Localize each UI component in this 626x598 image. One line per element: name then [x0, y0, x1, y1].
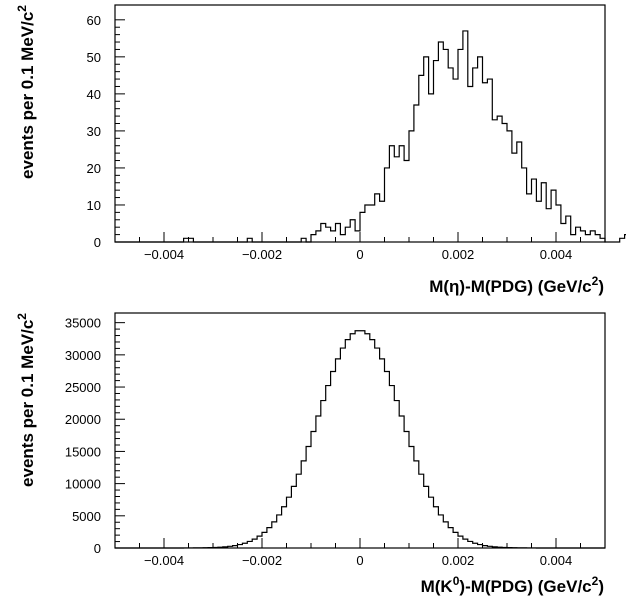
y-tick-label: 30 — [87, 124, 101, 139]
y-tick-label: 15000 — [65, 444, 101, 459]
tick-marks — [114, 322, 606, 549]
x-tick-label: −0.002 — [242, 247, 282, 262]
y-tick-label: 5000 — [72, 509, 101, 524]
y-tick-label: 30000 — [65, 348, 101, 363]
y-tick-label: 10000 — [65, 477, 101, 492]
y-tick-label: 10 — [87, 198, 101, 213]
plot-frame — [114, 4, 606, 243]
y-tick-label: 25000 — [65, 380, 101, 395]
y-tick-label: 60 — [87, 13, 101, 28]
y-axis-title: events per 0.1 MeV/c2 — [15, 5, 37, 179]
y-tick-label: 20 — [87, 161, 101, 176]
plot-frame — [114, 312, 606, 549]
y-tick-label: 0 — [94, 235, 101, 250]
x-tick-labels: −0.004 −0.002 0 0.002 0.004 — [144, 247, 572, 262]
tick-marks — [114, 19, 606, 243]
x-tick-label: 0.004 — [540, 553, 573, 568]
x-tick-labels: −0.004 −0.002 0 0.002 0.004 — [144, 553, 572, 568]
x-tick-label: −0.002 — [242, 553, 282, 568]
histogram-line — [115, 330, 605, 549]
y-tick-label: 40 — [87, 87, 101, 102]
x-tick-label: −0.004 — [144, 553, 184, 568]
eta-mass-panel: −0.004 −0.002 0 0.002 0.004 0 10 20 30 40 50 60 M(… — [15, 4, 626, 296]
x-tick-label: 0 — [356, 553, 363, 568]
k0-mass-panel: −0.004 −0.002 0 0.002 0.004 0 5000 10000 15000 2… — [15, 312, 606, 596]
y-tick-label: 0 — [94, 541, 101, 556]
y-tick-labels: 0 5000 10000 15000 20000 25000 30000 35000 — [65, 316, 101, 556]
y-tick-label: 50 — [87, 50, 101, 65]
x-tick-label: 0.004 — [540, 247, 573, 262]
x-tick-label: 0.002 — [442, 247, 475, 262]
y-tick-labels: 0 10 20 30 40 50 60 — [87, 13, 101, 250]
x-axis-title: M(K0)-M(PDG) (GeV/c2) — [421, 574, 604, 596]
x-tick-label: −0.004 — [144, 247, 184, 262]
x-tick-label: 0 — [356, 247, 363, 262]
y-tick-label: 20000 — [65, 412, 101, 427]
x-tick-label: 0.002 — [442, 553, 475, 568]
histogram-line — [115, 30, 626, 243]
y-tick-label: 35000 — [65, 316, 101, 331]
x-axis-title: M(η)-M(PDG) (GeV/c2) — [429, 274, 604, 296]
y-axis-title: events per 0.1 MeV/c2 — [15, 313, 37, 487]
